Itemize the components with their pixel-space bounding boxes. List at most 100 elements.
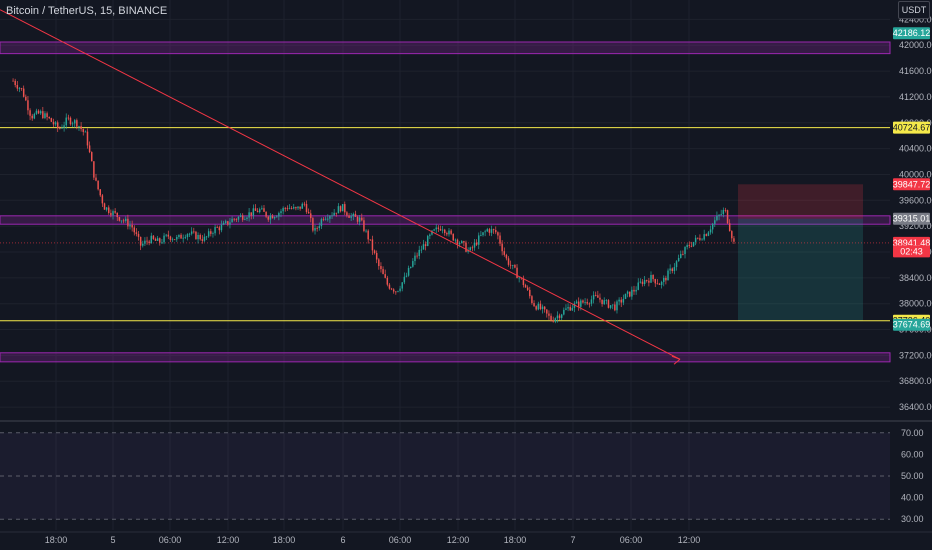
candle-body: [550, 315, 552, 321]
price-tick-label: 39600.00: [899, 195, 932, 205]
candle-body: [437, 227, 440, 229]
candle-body: [667, 270, 669, 281]
candle-body: [465, 242, 467, 252]
trendline[interactable]: [0, 9, 681, 360]
price-tag-label: 42186.12: [893, 28, 931, 38]
candle-body: [137, 233, 140, 237]
candle-body: [535, 306, 537, 310]
candle-body: [163, 235, 165, 243]
candle-body: [286, 208, 289, 209]
candle-body: [193, 231, 195, 233]
candle-body: [176, 237, 178, 240]
symbol-title: Bitcoin / TetherUS, 15, BINANCE: [6, 5, 168, 17]
candle-body: [441, 229, 444, 231]
candle-body: [424, 244, 427, 246]
candle-body: [318, 226, 321, 229]
candle-body: [475, 242, 478, 245]
time-tick-label: 6: [340, 535, 345, 545]
candle-body: [142, 243, 144, 246]
time-tick-label: 18:00: [504, 535, 527, 545]
candle-body: [290, 208, 293, 209]
resistance-zone-mid[interactable]: [0, 215, 891, 225]
price-tick-label: 36800.00: [899, 376, 932, 386]
candle-body: [344, 204, 346, 213]
candle-body: [433, 229, 435, 231]
time-tick-label: 7: [570, 535, 575, 545]
candle-body: [35, 110, 38, 114]
candle-body: [716, 215, 718, 221]
candle-body: [665, 277, 667, 281]
candle-body: [269, 215, 272, 220]
candle-body: [582, 300, 584, 303]
candle-body: [20, 88, 23, 90]
candle-body: [643, 280, 646, 285]
candle-body: [405, 275, 408, 277]
resistance-zone-top[interactable]: [0, 41, 891, 55]
candle-body: [675, 261, 678, 268]
candle-body: [375, 252, 378, 260]
candle-body: [273, 217, 276, 219]
position-target-area[interactable]: [738, 218, 863, 321]
candle-body: [354, 213, 357, 217]
candle-body: [620, 299, 622, 303]
candle-body: [709, 229, 712, 233]
candle-body: [237, 216, 240, 220]
price-tick-label: 42000.00: [899, 40, 932, 50]
candle-body: [229, 222, 231, 225]
position-stop-area[interactable]: [738, 184, 863, 219]
candle-body: [501, 243, 503, 252]
candle-body: [458, 243, 461, 245]
candle-body: [490, 229, 493, 233]
candle-body: [112, 211, 114, 216]
candle-body: [12, 80, 14, 82]
candle-body: [707, 232, 710, 236]
candle-body: [688, 245, 691, 246]
candle-body: [114, 211, 116, 213]
candle-body: [33, 113, 36, 119]
candle-body: [386, 277, 389, 285]
candle-body: [663, 277, 665, 282]
candle-body: [654, 279, 657, 284]
candle-body: [548, 313, 550, 316]
candle-body: [22, 88, 25, 97]
candle-body: [161, 242, 163, 244]
price-tag-label: 02:43: [900, 246, 923, 256]
candle-body: [216, 227, 218, 228]
candle-body: [680, 254, 682, 258]
candle-body: [497, 232, 499, 236]
candle-body: [39, 111, 42, 114]
price-tick-label: 37200.00: [899, 350, 932, 360]
candle-body: [571, 307, 574, 311]
candle-body: [146, 240, 148, 242]
candle-body: [203, 236, 206, 241]
candle-body: [731, 231, 733, 239]
candle-body: [14, 80, 16, 86]
candle-body: [660, 281, 663, 285]
candle-body: [395, 291, 397, 293]
candle-body: [227, 221, 229, 225]
candle-body: [622, 298, 625, 303]
candle-body: [473, 242, 476, 248]
candle-body: [431, 230, 433, 235]
support-zone-bottom[interactable]: [0, 352, 891, 363]
candle-body: [526, 287, 529, 290]
candle-body: [484, 231, 486, 233]
candle-body: [314, 227, 316, 231]
candle-body: [331, 215, 333, 217]
candle-body: [397, 290, 399, 292]
candle-body: [482, 232, 484, 236]
candle-body: [241, 215, 244, 220]
candle-body: [65, 117, 67, 126]
candle-body: [416, 255, 418, 257]
candle-body: [82, 129, 84, 132]
candle-body: [456, 239, 459, 245]
candle-body: [276, 216, 278, 218]
candle-body: [352, 213, 355, 217]
candle-body: [358, 217, 361, 222]
currency-button[interactable]: USDT: [898, 1, 930, 19]
candle-body: [93, 161, 95, 178]
price-tag: [893, 212, 930, 225]
candle-body: [635, 289, 637, 292]
candle-body: [148, 241, 150, 244]
